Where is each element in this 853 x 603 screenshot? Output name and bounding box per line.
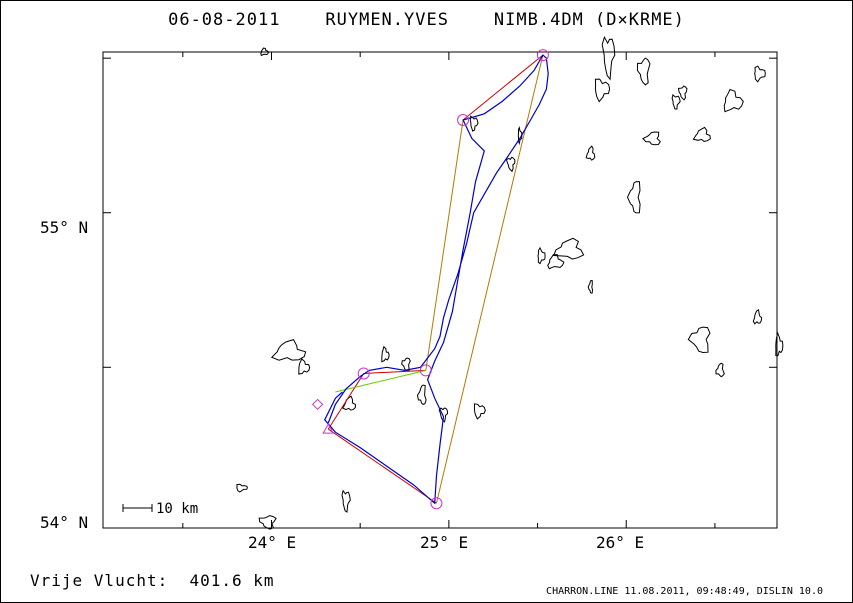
lake-outline — [723, 88, 744, 113]
turnpoint-circle — [419, 364, 432, 377]
lake-outline — [752, 308, 763, 325]
lake-outline — [687, 326, 711, 354]
finish-marker — [322, 423, 335, 434]
lake-outline — [298, 358, 311, 375]
lake-outline — [552, 237, 585, 260]
lake-outline — [636, 57, 651, 86]
lake-outline — [754, 65, 766, 83]
task-route-layer — [327, 54, 544, 504]
lake-outline — [537, 246, 546, 265]
lake-outline — [469, 115, 479, 132]
lake-outline — [270, 338, 307, 361]
lake-outline — [594, 78, 611, 103]
lake-outline — [341, 489, 351, 513]
turnpoint-circle — [430, 497, 443, 510]
plot-area-border — [102, 51, 778, 529]
green-leg-line — [335, 369, 426, 393]
lake-outline — [517, 125, 523, 146]
lake-outline — [587, 279, 594, 294]
lake-outline — [775, 331, 784, 357]
lake-outline — [438, 407, 449, 423]
lake-outline — [677, 85, 688, 101]
lon-label-25: 25° E — [420, 533, 468, 552]
lake-outline — [473, 403, 486, 420]
lake-outline — [601, 36, 616, 81]
turnpoints-layer — [311, 49, 549, 510]
lake-outline — [671, 93, 681, 110]
start-marker — [311, 398, 324, 411]
task-leg-line — [363, 369, 426, 374]
lake-outline — [258, 515, 277, 530]
lon-label-24: 24° E — [248, 533, 296, 552]
lat-label-55: 55° N — [40, 218, 88, 237]
lake-outline — [715, 362, 725, 378]
lake-outline — [236, 483, 248, 493]
task-leg-line — [327, 373, 365, 430]
scale-bar: 10 km — [122, 501, 198, 517]
lake-outline — [642, 131, 661, 146]
axis-ticks — [103, 52, 777, 528]
task-leg-line — [327, 428, 437, 504]
footer-credits: CHARRON.LINE 11.08.2011, 09:48:49, DISLI… — [546, 586, 823, 597]
lake-outline — [585, 145, 596, 161]
scale-bar-label: 10 km — [156, 501, 198, 517]
free-flight-distance: Vrije Vlucht: 401.6 km — [30, 571, 275, 590]
lake-outline — [626, 181, 641, 214]
flight-title: 06-08-2011 RUYMEN.YVES NIMB.4DM (D×KRME) — [168, 10, 685, 30]
lat-label-54: 54° N — [40, 513, 88, 532]
task-leg-line — [462, 54, 544, 121]
turnpoint-circle — [457, 114, 470, 126]
turnpoint-circle — [357, 367, 370, 380]
lake-outline — [692, 126, 711, 142]
lake-outline — [260, 47, 270, 57]
lakes-layer — [236, 36, 784, 530]
turnpoint-circle — [536, 49, 549, 62]
flight-track-line — [323, 54, 549, 505]
lake-outline — [342, 395, 356, 411]
lake-outline — [401, 357, 411, 372]
lake-outline — [416, 384, 427, 405]
lake-outline — [381, 345, 390, 363]
task-leg-line — [435, 54, 544, 504]
lake-outline — [505, 156, 516, 173]
task-leg-line — [425, 119, 464, 371]
lon-label-26: 26° E — [596, 533, 644, 552]
lake-outline — [547, 254, 565, 270]
flight-track-layer — [323, 54, 549, 505]
